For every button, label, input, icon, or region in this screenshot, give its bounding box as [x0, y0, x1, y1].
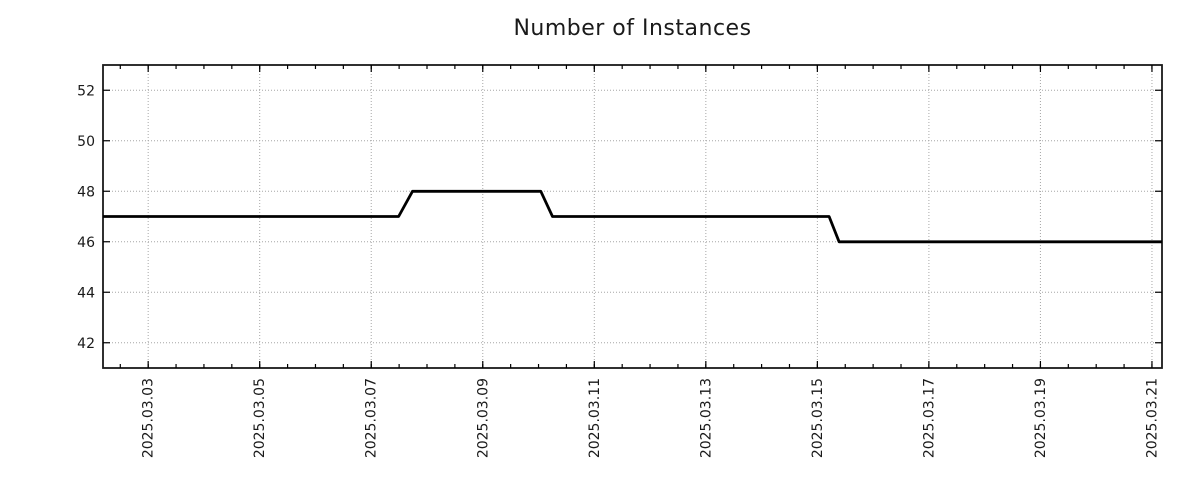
- svg-text:44: 44: [77, 285, 95, 301]
- data-line: [103, 189, 1162, 244]
- svg-text:2025.03.19: 2025.03.19: [1033, 378, 1049, 458]
- svg-text:2025.03.05: 2025.03.05: [252, 378, 268, 458]
- chart-title: Number of Instances: [513, 16, 752, 41]
- svg-text:48: 48: [77, 184, 95, 200]
- svg-text:2025.03.17: 2025.03.17: [921, 378, 937, 458]
- x-axis-labels: 2025.03.03 2025.03.05 2025.03.07 2025.03.09…: [141, 378, 1161, 458]
- svg-text:2025.03.07: 2025.03.07: [364, 378, 380, 458]
- svg-text:52: 52: [77, 83, 95, 99]
- svg-text:2025.03.13: 2025.03.13: [698, 378, 714, 458]
- axis-tick-marks: [103, 65, 1162, 368]
- svg-text:2025.03.21: 2025.03.21: [1144, 378, 1160, 458]
- svg-text:2025.03.11: 2025.03.11: [587, 378, 603, 458]
- svg-text:2025.03.09: 2025.03.09: [475, 378, 491, 458]
- svg-text:2025.03.15: 2025.03.15: [810, 378, 826, 458]
- svg-text:2025.03.03: 2025.03.03: [141, 378, 157, 458]
- svg-text:50: 50: [77, 134, 95, 150]
- svg-text:42: 42: [77, 336, 95, 352]
- svg-text:46: 46: [77, 235, 95, 251]
- y-axis-labels: 42 44 46 48 50 52: [77, 83, 95, 352]
